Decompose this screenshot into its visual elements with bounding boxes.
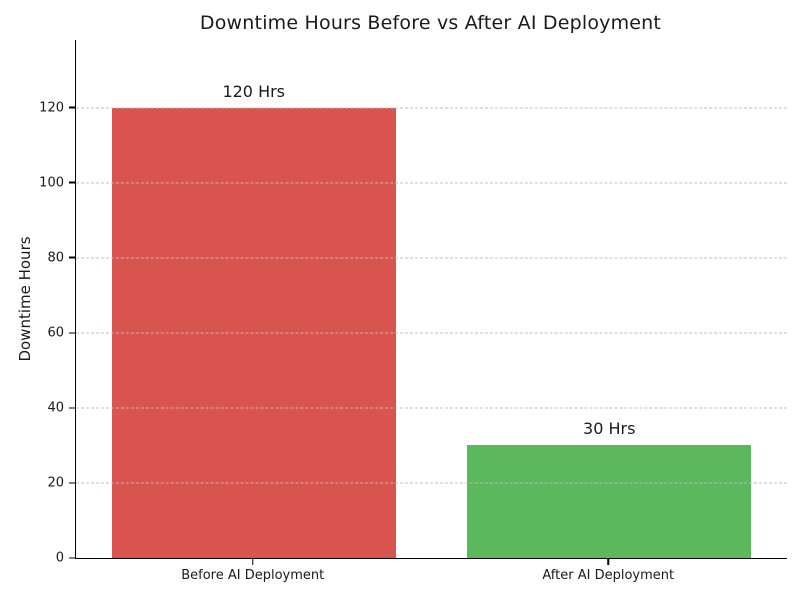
x-tick-mark [252, 559, 254, 565]
y-tick-mark [69, 106, 75, 109]
bar-slot: 120 Hrs [76, 40, 432, 558]
y-axis-ticks: 0 20 40 60 80 100 120 [0, 40, 75, 566]
x-tick-mark [607, 559, 609, 565]
y-tick-mark [69, 557, 75, 559]
y-tick-mark [69, 256, 75, 259]
y-tick-mark [69, 482, 75, 484]
x-tick-label: Before AI Deployment [75, 559, 431, 583]
y-tick-label: 60 [47, 325, 64, 341]
y-tick: 120 [39, 100, 75, 115]
y-tick-label: 20 [47, 475, 64, 491]
y-tick-label: 120 [39, 100, 64, 116]
y-tick: 40 [47, 400, 75, 415]
x-tick-label: After AI Deployment [431, 559, 787, 583]
bar-value-label: 120 Hrs [222, 81, 286, 101]
bar-slot: 30 Hrs [432, 40, 788, 558]
bar-before: 120 Hrs [111, 82, 396, 558]
y-tick-label: 40 [47, 400, 64, 416]
y-tick-mark [69, 332, 75, 334]
y-tick: 20 [47, 475, 75, 490]
y-tick-mark [69, 407, 75, 409]
plot-area: 120 Hrs 30 Hrs [75, 40, 787, 559]
y-tick-mark [69, 181, 75, 184]
y-tick: 100 [39, 175, 75, 190]
chart-title: Downtime Hours Before vs After AI Deploy… [199, 12, 662, 34]
x-axis-ticks: Before AI Deployment After AI Deployment [75, 559, 786, 583]
y-tick: 60 [47, 325, 75, 340]
y-tick: 80 [47, 250, 75, 265]
y-tick-label: 0 [55, 550, 64, 566]
bar-value-label: 30 Hrs [583, 419, 636, 439]
y-tick: 0 [56, 551, 75, 566]
y-tick-label: 80 [47, 250, 64, 266]
y-tick-label: 100 [39, 175, 64, 191]
bars-layer: 120 Hrs 30 Hrs [76, 40, 787, 558]
bar-after: 30 Hrs [467, 419, 752, 558]
